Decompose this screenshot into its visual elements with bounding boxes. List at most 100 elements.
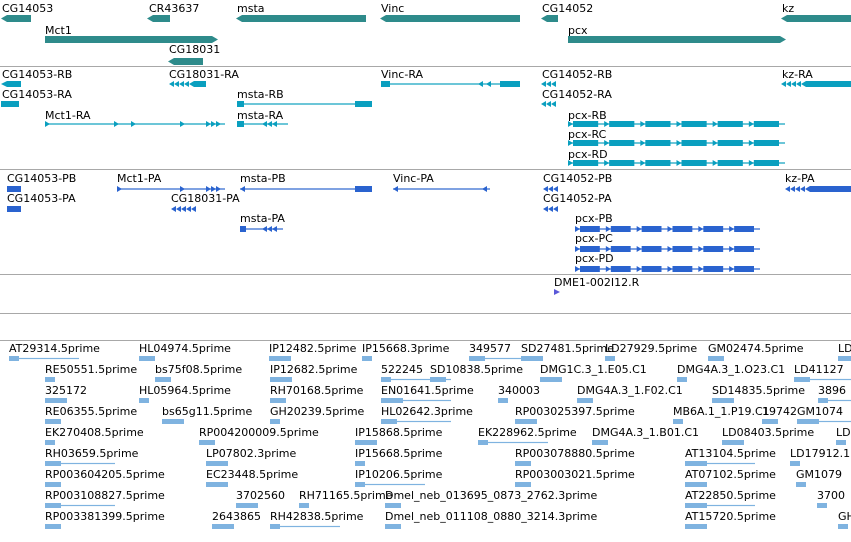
transcript-glyph[interactable]	[753, 121, 779, 127]
est-glyph[interactable]	[540, 377, 562, 382]
est-glyph[interactable]	[381, 378, 451, 381]
est-glyph[interactable]	[521, 356, 543, 361]
transcript-glyph[interactable]	[267, 121, 272, 127]
transcript-glyph[interactable]	[748, 140, 754, 146]
protein-glyph[interactable]	[636, 226, 642, 232]
transcript-glyph[interactable]	[604, 140, 610, 146]
protein-glyph[interactable]	[790, 186, 795, 192]
protein-glyph[interactable]	[667, 266, 673, 272]
protein-glyph[interactable]	[240, 188, 372, 190]
est-label[interactable]: LD08403.5prime	[722, 426, 815, 439]
gene-glyph[interactable]	[541, 15, 558, 22]
est-glyph[interactable]	[155, 377, 171, 382]
protein-glyph[interactable]	[641, 246, 662, 252]
est-glyph[interactable]	[206, 482, 228, 487]
protein-glyph[interactable]	[641, 266, 662, 272]
protein-glyph[interactable]	[667, 246, 673, 252]
protein-label[interactable]: CG14053-PA	[7, 192, 76, 205]
protein-glyph[interactable]	[355, 186, 372, 192]
transcript-glyph[interactable]	[180, 121, 185, 127]
protein-glyph[interactable]	[729, 246, 735, 252]
est-glyph[interactable]	[673, 419, 683, 424]
protein-glyph[interactable]	[610, 226, 631, 232]
transcript-glyph[interactable]	[753, 140, 779, 146]
protein-glyph[interactable]	[605, 266, 611, 272]
transcript-glyph[interactable]	[211, 121, 216, 127]
est-label[interactable]: GM1079	[796, 468, 843, 481]
est-label[interactable]: AT15720.5prime	[685, 510, 776, 523]
est-label[interactable]: RP003604205.5prime	[45, 468, 165, 481]
est-label[interactable]: LD17912.1	[790, 447, 851, 460]
protein-glyph[interactable]	[548, 186, 553, 192]
est-glyph[interactable]	[838, 524, 848, 529]
transcript-glyph[interactable]	[568, 121, 573, 127]
protein-glyph[interactable]	[548, 206, 553, 212]
est-label[interactable]: 340003	[498, 384, 540, 397]
transcript-label[interactable]: msta-RA	[237, 109, 284, 122]
gene-label[interactable]: Mct1	[45, 24, 72, 37]
est-label[interactable]: RP003381399.5prime	[45, 510, 165, 523]
est-glyph[interactable]	[236, 503, 258, 508]
est-label[interactable]: GM02474.5prime	[708, 342, 804, 355]
est-glyph[interactable]	[355, 461, 365, 466]
protein-glyph[interactable]	[553, 186, 558, 192]
est-label[interactable]: 3700	[817, 489, 845, 502]
transcript-glyph[interactable]	[262, 121, 267, 127]
transcript-glyph[interactable]	[381, 83, 520, 85]
est-label[interactable]: 522245	[381, 363, 423, 376]
est-glyph[interactable]	[139, 398, 149, 403]
est-label[interactable]: EK228962.5prime	[478, 426, 577, 439]
est-glyph[interactable]	[478, 440, 488, 445]
protein-glyph[interactable]	[117, 188, 225, 190]
transcript-glyph[interactable]	[573, 121, 599, 127]
protein-glyph[interactable]	[795, 186, 800, 192]
est-glyph[interactable]	[9, 357, 79, 360]
transcript-glyph[interactable]	[753, 160, 779, 166]
est-glyph[interactable]	[45, 524, 61, 529]
est-label[interactable]: 325172	[45, 384, 87, 397]
est-glyph[interactable]	[269, 356, 291, 361]
protein-label[interactable]: pcx-PC	[575, 232, 613, 245]
est-glyph[interactable]	[45, 377, 55, 382]
gene-glyph[interactable]	[1, 15, 31, 22]
protein-glyph[interactable]	[729, 266, 735, 272]
transcript-glyph[interactable]	[645, 140, 671, 146]
protein-glyph[interactable]	[605, 226, 611, 232]
gene-label[interactable]: CR43637	[149, 2, 200, 15]
transcript-glyph[interactable]	[45, 121, 50, 127]
protein-label[interactable]: kz-PA	[785, 172, 815, 185]
est-glyph[interactable]	[355, 440, 377, 445]
transcript-glyph[interactable]	[355, 101, 372, 107]
est-glyph[interactable]	[592, 440, 608, 445]
transcript-glyph[interactable]	[712, 121, 718, 127]
transcript-glyph[interactable]	[748, 160, 754, 166]
est-label[interactable]: bs75f08.5prime	[155, 363, 243, 376]
protein-glyph[interactable]	[703, 246, 724, 252]
est-glyph[interactable]	[762, 419, 778, 424]
transcript-label[interactable]: Mct1-RA	[45, 109, 91, 122]
protein-glyph[interactable]	[543, 206, 548, 212]
est-glyph[interactable]	[162, 419, 184, 424]
est-label[interactable]: RP003025397.5prime	[515, 405, 635, 418]
gene-label[interactable]: kz	[782, 2, 795, 15]
clone-glyph[interactable]	[554, 289, 560, 295]
protein-glyph[interactable]	[729, 226, 735, 232]
gene-glyph[interactable]	[147, 15, 170, 22]
transcript-glyph[interactable]	[676, 121, 682, 127]
protein-glyph[interactable]	[575, 226, 580, 232]
est-label[interactable]: LP07802.3prime	[206, 447, 297, 460]
gene-label[interactable]: Vinc	[381, 2, 405, 15]
est-label[interactable]: RE50551.5prime	[45, 363, 138, 376]
transcript-glyph[interactable]	[796, 81, 801, 87]
gene-glyph[interactable]	[168, 58, 203, 65]
est-label[interactable]: IP10206.5prime	[355, 468, 443, 481]
est-glyph[interactable]	[45, 398, 67, 403]
transcript-glyph[interactable]	[640, 140, 646, 146]
transcript-glyph[interactable]	[216, 121, 221, 127]
protein-glyph[interactable]	[191, 206, 196, 212]
protein-glyph[interactable]	[7, 186, 12, 192]
transcript-glyph[interactable]	[568, 160, 573, 166]
gene-glyph[interactable]	[568, 36, 786, 43]
protein-label[interactable]: Vinc-PA	[393, 172, 434, 185]
transcript-glyph[interactable]	[546, 101, 551, 107]
